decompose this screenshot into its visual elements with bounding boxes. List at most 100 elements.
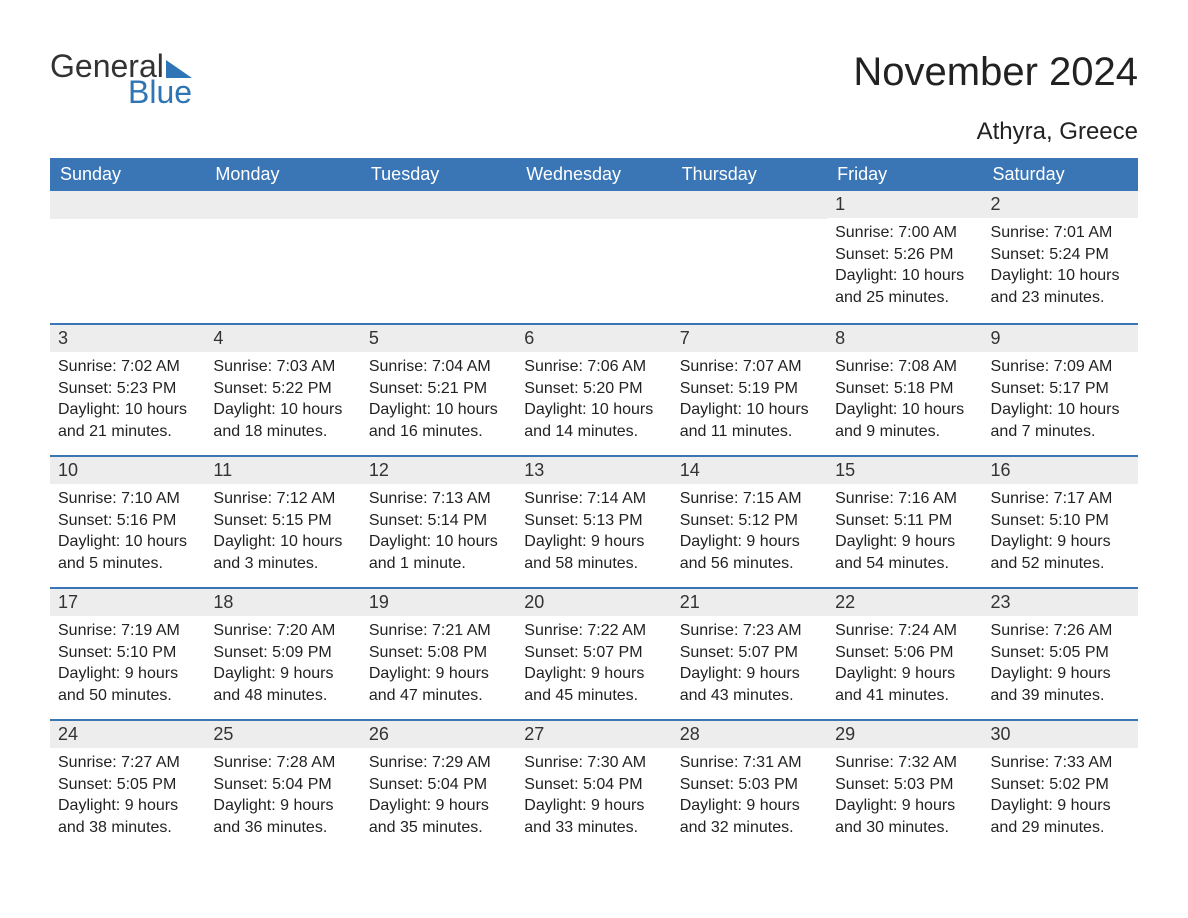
sunrise-text: Sunrise: 7:31 AM (680, 752, 819, 774)
day-number: 26 (361, 719, 516, 748)
sunrise-text: Sunrise: 7:00 AM (835, 222, 974, 244)
sunset-text: Sunset: 5:24 PM (991, 244, 1130, 266)
weekday-header: Thursday (672, 158, 827, 191)
calendar-day-cell: 18Sunrise: 7:20 AMSunset: 5:09 PMDayligh… (205, 587, 360, 719)
daylight-text: Daylight: 10 hours and 11 minutes. (680, 399, 819, 442)
sunrise-text: Sunrise: 7:32 AM (835, 752, 974, 774)
location-subtitle: Athyra, Greece (50, 118, 1138, 146)
sunrise-text: Sunrise: 7:09 AM (991, 356, 1130, 378)
day-number: 14 (672, 455, 827, 484)
calendar-day-cell: 5Sunrise: 7:04 AMSunset: 5:21 PMDaylight… (361, 323, 516, 455)
calendar-day-cell: 27Sunrise: 7:30 AMSunset: 5:04 PMDayligh… (516, 719, 671, 851)
calendar-day-cell: 25Sunrise: 7:28 AMSunset: 5:04 PMDayligh… (205, 719, 360, 851)
day-details: Sunrise: 7:17 AMSunset: 5:10 PMDaylight:… (983, 484, 1138, 582)
weekday-header: Friday (827, 158, 982, 191)
day-details: Sunrise: 7:28 AMSunset: 5:04 PMDaylight:… (205, 748, 360, 846)
day-details: Sunrise: 7:16 AMSunset: 5:11 PMDaylight:… (827, 484, 982, 582)
day-number: 3 (50, 323, 205, 352)
day-number: 1 (827, 191, 982, 218)
day-details: Sunrise: 7:12 AMSunset: 5:15 PMDaylight:… (205, 484, 360, 582)
empty-day-bar (50, 191, 205, 219)
day-number: 5 (361, 323, 516, 352)
sunset-text: Sunset: 5:06 PM (835, 642, 974, 664)
daylight-text: Daylight: 10 hours and 21 minutes. (58, 399, 197, 442)
calendar-week-row: 10Sunrise: 7:10 AMSunset: 5:16 PMDayligh… (50, 455, 1138, 587)
calendar-empty-cell (516, 191, 671, 323)
logo: General Blue (50, 50, 192, 108)
day-details: Sunrise: 7:23 AMSunset: 5:07 PMDaylight:… (672, 616, 827, 714)
sunset-text: Sunset: 5:14 PM (369, 510, 508, 532)
calendar-day-cell: 13Sunrise: 7:14 AMSunset: 5:13 PMDayligh… (516, 455, 671, 587)
day-number: 13 (516, 455, 671, 484)
day-number: 10 (50, 455, 205, 484)
daylight-text: Daylight: 9 hours and 32 minutes. (680, 795, 819, 838)
calendar-week-row: 1Sunrise: 7:00 AMSunset: 5:26 PMDaylight… (50, 191, 1138, 323)
daylight-text: Daylight: 9 hours and 48 minutes. (213, 663, 352, 706)
sunrise-text: Sunrise: 7:30 AM (524, 752, 663, 774)
sunset-text: Sunset: 5:08 PM (369, 642, 508, 664)
sunset-text: Sunset: 5:20 PM (524, 378, 663, 400)
sunset-text: Sunset: 5:07 PM (524, 642, 663, 664)
calendar-day-cell: 2Sunrise: 7:01 AMSunset: 5:24 PMDaylight… (983, 191, 1138, 323)
calendar-day-cell: 6Sunrise: 7:06 AMSunset: 5:20 PMDaylight… (516, 323, 671, 455)
daylight-text: Daylight: 10 hours and 9 minutes. (835, 399, 974, 442)
calendar-week-row: 3Sunrise: 7:02 AMSunset: 5:23 PMDaylight… (50, 323, 1138, 455)
daylight-text: Daylight: 9 hours and 52 minutes. (991, 531, 1130, 574)
sunrise-text: Sunrise: 7:08 AM (835, 356, 974, 378)
day-details: Sunrise: 7:19 AMSunset: 5:10 PMDaylight:… (50, 616, 205, 714)
day-details: Sunrise: 7:21 AMSunset: 5:08 PMDaylight:… (361, 616, 516, 714)
calendar-day-cell: 3Sunrise: 7:02 AMSunset: 5:23 PMDaylight… (50, 323, 205, 455)
sunrise-text: Sunrise: 7:06 AM (524, 356, 663, 378)
empty-day-bar (672, 191, 827, 219)
daylight-text: Daylight: 10 hours and 7 minutes. (991, 399, 1130, 442)
sunset-text: Sunset: 5:16 PM (58, 510, 197, 532)
day-number: 22 (827, 587, 982, 616)
calendar-day-cell: 12Sunrise: 7:13 AMSunset: 5:14 PMDayligh… (361, 455, 516, 587)
daylight-text: Daylight: 9 hours and 33 minutes. (524, 795, 663, 838)
day-details: Sunrise: 7:29 AMSunset: 5:04 PMDaylight:… (361, 748, 516, 846)
daylight-text: Daylight: 10 hours and 1 minute. (369, 531, 508, 574)
sunset-text: Sunset: 5:09 PM (213, 642, 352, 664)
day-number: 29 (827, 719, 982, 748)
day-number: 15 (827, 455, 982, 484)
calendar-empty-cell (361, 191, 516, 323)
calendar-day-cell: 24Sunrise: 7:27 AMSunset: 5:05 PMDayligh… (50, 719, 205, 851)
daylight-text: Daylight: 10 hours and 3 minutes. (213, 531, 352, 574)
calendar-day-cell: 30Sunrise: 7:33 AMSunset: 5:02 PMDayligh… (983, 719, 1138, 851)
sunrise-text: Sunrise: 7:22 AM (524, 620, 663, 642)
day-number: 23 (983, 587, 1138, 616)
sunrise-text: Sunrise: 7:02 AM (58, 356, 197, 378)
day-details: Sunrise: 7:22 AMSunset: 5:07 PMDaylight:… (516, 616, 671, 714)
day-details: Sunrise: 7:01 AMSunset: 5:24 PMDaylight:… (983, 218, 1138, 316)
day-details: Sunrise: 7:00 AMSunset: 5:26 PMDaylight:… (827, 218, 982, 316)
calendar-day-cell: 29Sunrise: 7:32 AMSunset: 5:03 PMDayligh… (827, 719, 982, 851)
sunrise-text: Sunrise: 7:07 AM (680, 356, 819, 378)
sunset-text: Sunset: 5:04 PM (213, 774, 352, 796)
day-number: 20 (516, 587, 671, 616)
day-details: Sunrise: 7:09 AMSunset: 5:17 PMDaylight:… (983, 352, 1138, 450)
sunrise-text: Sunrise: 7:01 AM (991, 222, 1130, 244)
day-details: Sunrise: 7:02 AMSunset: 5:23 PMDaylight:… (50, 352, 205, 450)
day-details: Sunrise: 7:27 AMSunset: 5:05 PMDaylight:… (50, 748, 205, 846)
sunset-text: Sunset: 5:18 PM (835, 378, 974, 400)
day-details: Sunrise: 7:26 AMSunset: 5:05 PMDaylight:… (983, 616, 1138, 714)
sunrise-text: Sunrise: 7:28 AM (213, 752, 352, 774)
calendar-day-cell: 21Sunrise: 7:23 AMSunset: 5:07 PMDayligh… (672, 587, 827, 719)
day-number: 27 (516, 719, 671, 748)
calendar-day-cell: 9Sunrise: 7:09 AMSunset: 5:17 PMDaylight… (983, 323, 1138, 455)
daylight-text: Daylight: 10 hours and 14 minutes. (524, 399, 663, 442)
sunset-text: Sunset: 5:13 PM (524, 510, 663, 532)
day-number: 19 (361, 587, 516, 616)
day-number: 12 (361, 455, 516, 484)
sunrise-text: Sunrise: 7:27 AM (58, 752, 197, 774)
calendar-day-cell: 28Sunrise: 7:31 AMSunset: 5:03 PMDayligh… (672, 719, 827, 851)
day-details: Sunrise: 7:32 AMSunset: 5:03 PMDaylight:… (827, 748, 982, 846)
day-details: Sunrise: 7:04 AMSunset: 5:21 PMDaylight:… (361, 352, 516, 450)
day-details: Sunrise: 7:24 AMSunset: 5:06 PMDaylight:… (827, 616, 982, 714)
daylight-text: Daylight: 9 hours and 45 minutes. (524, 663, 663, 706)
sunset-text: Sunset: 5:10 PM (991, 510, 1130, 532)
daylight-text: Daylight: 9 hours and 35 minutes. (369, 795, 508, 838)
sunrise-text: Sunrise: 7:03 AM (213, 356, 352, 378)
daylight-text: Daylight: 9 hours and 56 minutes. (680, 531, 819, 574)
sunset-text: Sunset: 5:03 PM (680, 774, 819, 796)
